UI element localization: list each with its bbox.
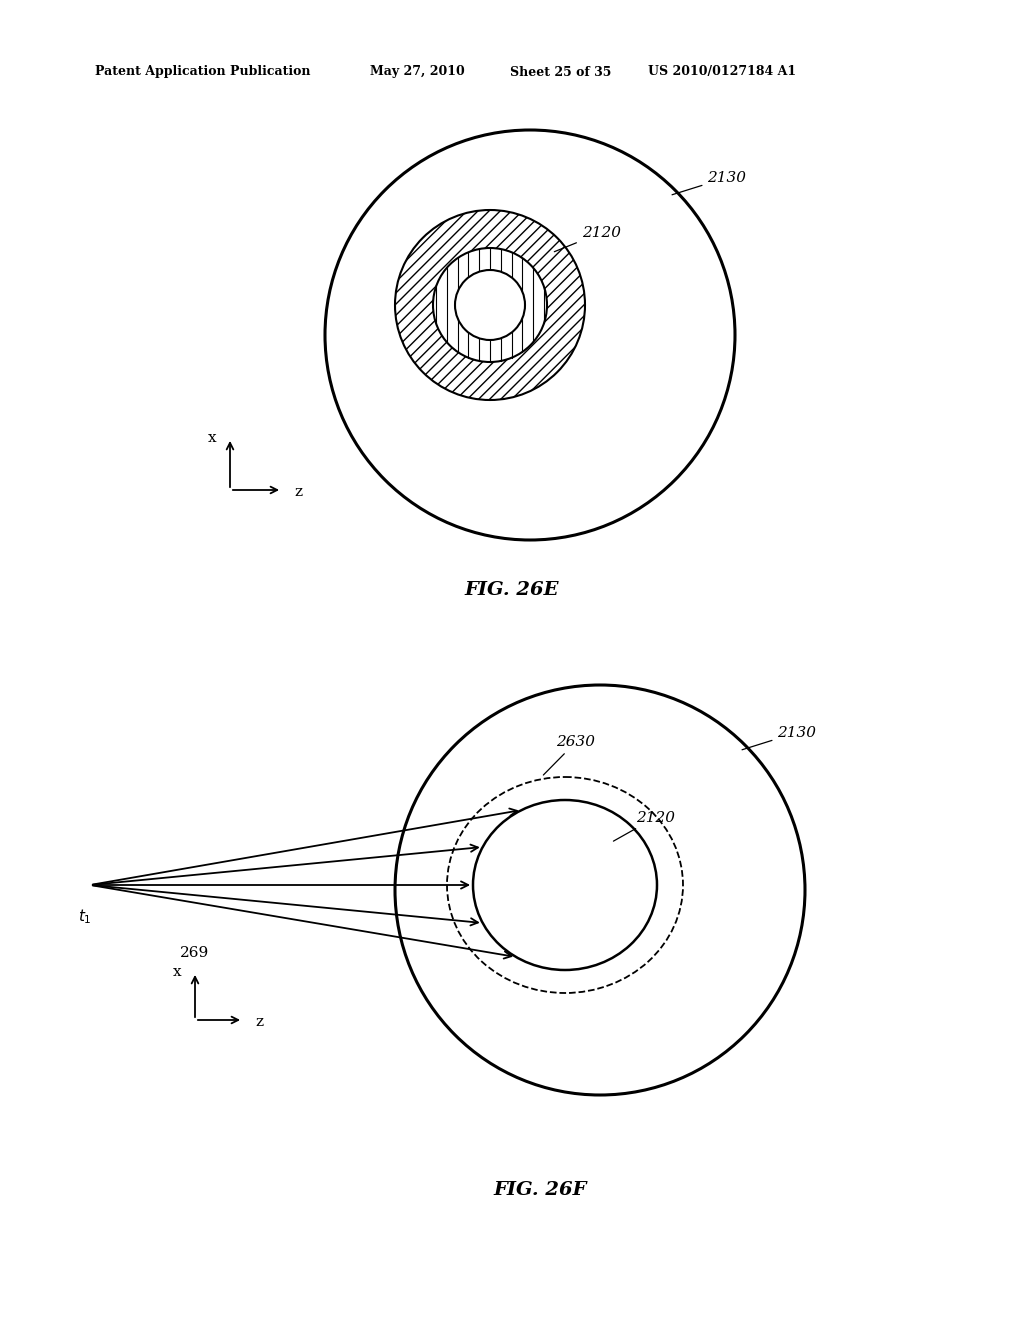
Circle shape xyxy=(395,210,585,400)
Ellipse shape xyxy=(473,800,657,970)
Text: x: x xyxy=(173,965,181,979)
Text: 2130: 2130 xyxy=(742,726,816,750)
Text: $t_1$: $t_1$ xyxy=(78,908,92,927)
Text: z: z xyxy=(255,1015,263,1030)
Text: 2130: 2130 xyxy=(672,170,746,195)
Text: FIG. 26F: FIG. 26F xyxy=(494,1181,587,1199)
Circle shape xyxy=(433,248,547,362)
Circle shape xyxy=(455,271,525,341)
Text: z: z xyxy=(294,484,302,499)
Text: May 27, 2010: May 27, 2010 xyxy=(370,66,465,78)
Text: Patent Application Publication: Patent Application Publication xyxy=(95,66,310,78)
Text: 2630: 2630 xyxy=(544,735,595,775)
Text: 269: 269 xyxy=(180,946,210,960)
Text: x: x xyxy=(208,432,216,445)
Text: 2120: 2120 xyxy=(613,810,675,841)
Text: 2120: 2120 xyxy=(554,226,621,252)
Text: US 2010/0127184 A1: US 2010/0127184 A1 xyxy=(648,66,796,78)
Text: Sheet 25 of 35: Sheet 25 of 35 xyxy=(510,66,611,78)
Text: FIG. 26E: FIG. 26E xyxy=(465,581,559,599)
